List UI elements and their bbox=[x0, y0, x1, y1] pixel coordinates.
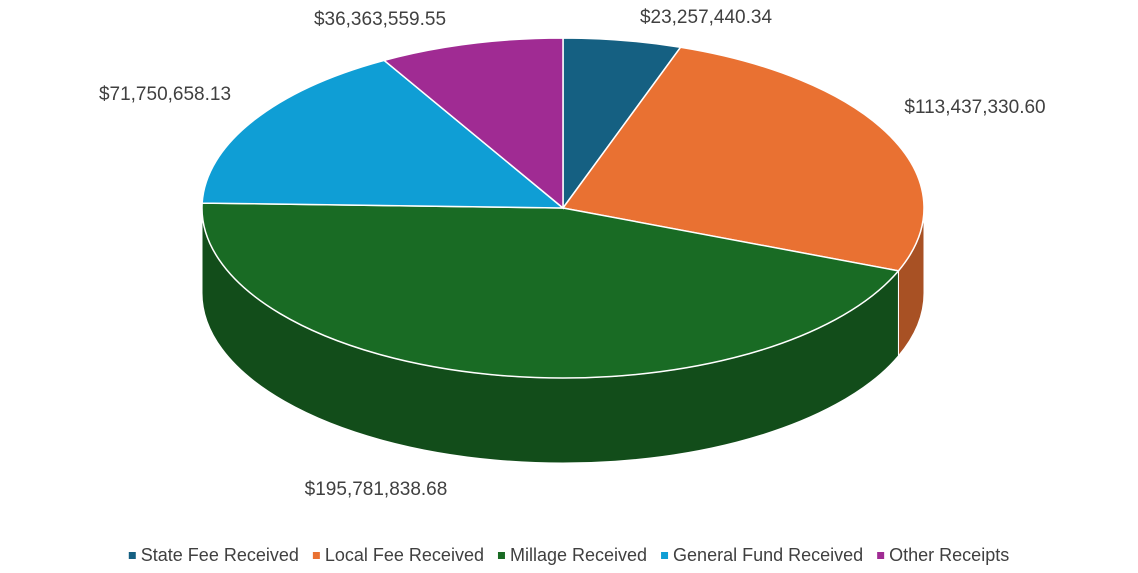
legend-label: Millage Received bbox=[510, 545, 647, 565]
slice bbox=[201, 202, 900, 379]
legend-marker bbox=[128, 552, 136, 559]
slice bbox=[561, 46, 925, 272]
legend-marker bbox=[312, 552, 320, 559]
data-label: $23,257,440.34 bbox=[640, 7, 773, 28]
legend-label: General Fund Received bbox=[673, 545, 863, 565]
legend-label: State Fee Received bbox=[141, 545, 299, 565]
legend-label: Other Receipts bbox=[889, 545, 1009, 565]
data-label: $113,437,330.60 bbox=[904, 97, 1045, 118]
legend-label: Local Fee Received bbox=[325, 545, 484, 565]
data-label: $36,363,559.55 bbox=[314, 9, 446, 30]
legend-marker bbox=[877, 552, 885, 559]
data-label: $71,750,658.13 bbox=[99, 84, 231, 105]
slice bbox=[382, 37, 564, 210]
slice bbox=[201, 59, 566, 209]
legend-marker bbox=[661, 552, 669, 559]
legend-marker bbox=[497, 552, 505, 559]
data-label: $195,781,838.68 bbox=[305, 479, 448, 500]
